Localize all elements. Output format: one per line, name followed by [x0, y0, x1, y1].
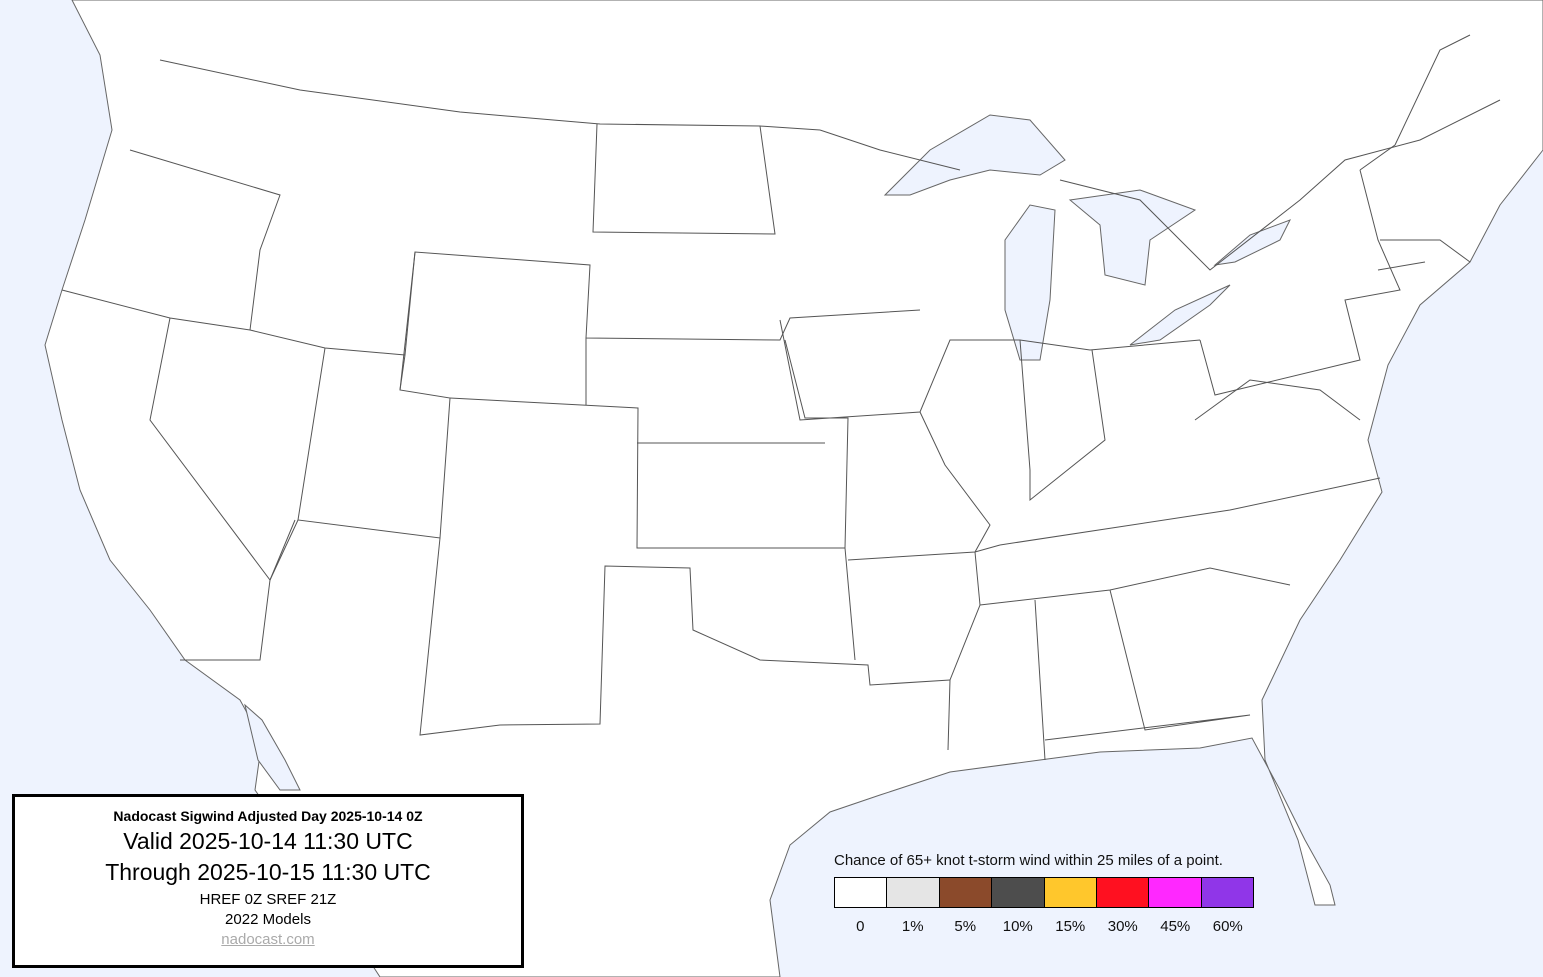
legend-caption: Chance of 65+ knot t-storm wind within 2… — [834, 852, 1223, 869]
legend-label: 60% — [1212, 918, 1243, 935]
great-lakes — [883, 114, 1292, 361]
legend-label: 45% — [1160, 918, 1191, 935]
forecast-title: Nadocast Sigwind Adjusted Day 2025-10-14… — [113, 808, 423, 824]
legend-swatches — [834, 877, 1254, 908]
legend-swatch — [1149, 878, 1202, 907]
state-borders — [61, 34, 1501, 761]
legend-swatch — [992, 878, 1045, 907]
land — [44, 0, 1543, 977]
legend-swatch — [1044, 878, 1097, 907]
baja-gulf — [244, 703, 301, 791]
forecast-info-box: Nadocast Sigwind Adjusted Day 2025-10-14… — [12, 794, 524, 968]
legend-label: 15% — [1055, 918, 1086, 935]
model-runs: HREF 0Z SREF 21Z — [199, 891, 337, 908]
through-time: Through 2025-10-15 11:30 UTC — [105, 859, 431, 885]
legend-label: 0 — [856, 918, 865, 935]
legend-label: 30% — [1107, 918, 1138, 935]
probability-legend: Chance of 65+ knot t-storm wind within 2… — [834, 852, 1254, 935]
legend-swatch — [835, 878, 888, 907]
legend-label: 5% — [954, 918, 977, 935]
model-version: 2022 Models — [225, 911, 311, 928]
legend-label: 10% — [1002, 918, 1033, 935]
legend-swatch — [1096, 878, 1150, 907]
legend-swatch — [1201, 878, 1253, 907]
legend-swatch — [887, 878, 940, 907]
legend-swatch — [939, 878, 993, 907]
legend-label: 1% — [901, 918, 924, 935]
valid-time: Valid 2025-10-14 11:30 UTC — [123, 828, 413, 854]
nadocast-link[interactable]: nadocast.com — [221, 931, 315, 948]
legend-labels: 0 1% 5% 10% 15% 30% 45% 60% — [834, 918, 1254, 935]
